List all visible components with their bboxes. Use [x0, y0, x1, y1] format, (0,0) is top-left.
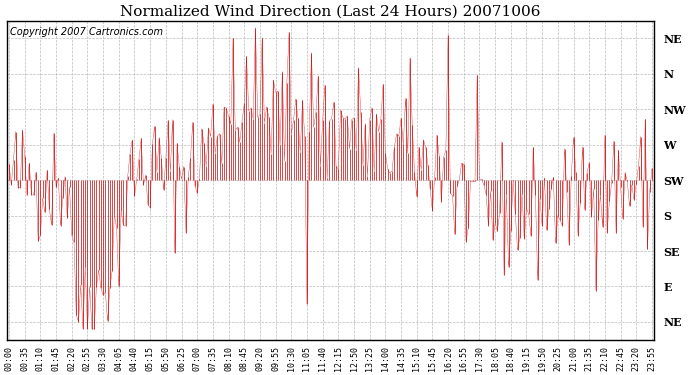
- Title: Normalized Wind Direction (Last 24 Hours) 20071006: Normalized Wind Direction (Last 24 Hours…: [120, 4, 541, 18]
- Text: Copyright 2007 Cartronics.com: Copyright 2007 Cartronics.com: [10, 27, 163, 37]
